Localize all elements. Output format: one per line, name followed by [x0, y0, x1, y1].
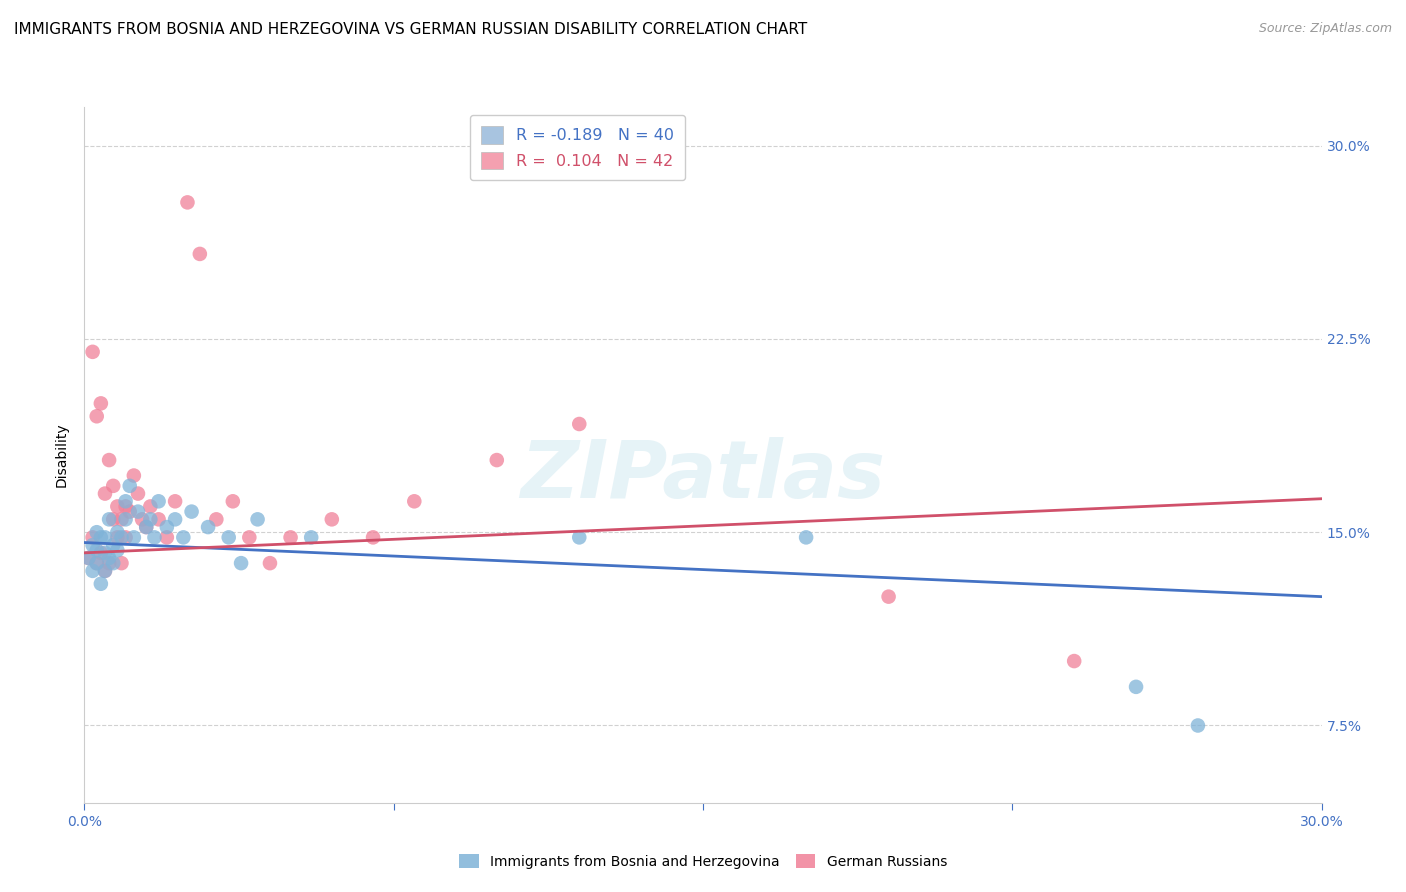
Point	[238, 530, 260, 544]
Point	[218, 530, 240, 544]
Point	[98, 556, 121, 570]
Point	[280, 530, 302, 544]
Point	[86, 556, 108, 570]
Point	[114, 530, 136, 544]
Point	[94, 486, 117, 500]
Point	[90, 530, 112, 544]
Point	[205, 512, 228, 526]
Point	[105, 543, 128, 558]
Point	[90, 396, 112, 410]
Point	[82, 564, 104, 578]
Point	[110, 556, 132, 570]
Point	[103, 479, 125, 493]
Point	[1125, 680, 1147, 694]
Point	[404, 494, 426, 508]
Point	[321, 512, 343, 526]
Legend: Immigrants from Bosnia and Herzegovina, German Russians: Immigrants from Bosnia and Herzegovina, …	[453, 847, 953, 876]
Point	[131, 512, 153, 526]
Point	[127, 486, 149, 500]
Point	[165, 494, 187, 508]
Point	[156, 530, 179, 544]
Point	[1063, 654, 1085, 668]
Point	[568, 530, 591, 544]
Point	[94, 564, 117, 578]
Point	[94, 564, 117, 578]
Point	[82, 530, 104, 544]
Point	[172, 530, 194, 544]
Text: ZIPatlas: ZIPatlas	[520, 437, 886, 515]
Point	[98, 551, 121, 566]
Point	[361, 530, 384, 544]
Point	[156, 520, 179, 534]
Point	[143, 530, 166, 544]
Point	[222, 494, 245, 508]
Point	[90, 576, 112, 591]
Point	[299, 530, 322, 544]
Point	[105, 525, 128, 540]
Point	[197, 520, 219, 534]
Point	[176, 195, 198, 210]
Point	[188, 247, 211, 261]
Point	[86, 525, 108, 540]
Point	[229, 556, 252, 570]
Point	[122, 468, 145, 483]
Text: IMMIGRANTS FROM BOSNIA AND HERZEGOVINA VS GERMAN RUSSIAN DISABILITY CORRELATION : IMMIGRANTS FROM BOSNIA AND HERZEGOVINA V…	[14, 22, 807, 37]
Point	[485, 453, 508, 467]
Point	[77, 551, 100, 566]
Point	[1187, 718, 1209, 732]
Point	[114, 512, 136, 526]
Point	[568, 417, 591, 431]
Point	[139, 500, 162, 514]
Point	[127, 505, 149, 519]
Point	[110, 512, 132, 526]
Point	[105, 530, 128, 544]
Point	[77, 551, 100, 566]
Point	[94, 546, 117, 560]
Point	[165, 512, 187, 526]
Point	[259, 556, 281, 570]
Point	[139, 512, 162, 526]
Point	[794, 530, 817, 544]
Point	[118, 479, 141, 493]
Point	[86, 543, 108, 558]
Point	[82, 538, 104, 552]
Point	[148, 494, 170, 508]
Point	[105, 500, 128, 514]
Point	[135, 520, 157, 534]
Point	[90, 546, 112, 560]
Point	[877, 590, 900, 604]
Point	[118, 505, 141, 519]
Point	[103, 538, 125, 552]
Point	[135, 520, 157, 534]
Point	[103, 512, 125, 526]
Point	[114, 494, 136, 508]
Point	[122, 530, 145, 544]
Point	[94, 530, 117, 544]
Point	[86, 409, 108, 424]
Point	[98, 512, 121, 526]
Point	[98, 453, 121, 467]
Point	[82, 344, 104, 359]
Point	[246, 512, 269, 526]
Point	[86, 556, 108, 570]
Text: Source: ZipAtlas.com: Source: ZipAtlas.com	[1258, 22, 1392, 36]
Point	[103, 556, 125, 570]
Y-axis label: Disability: Disability	[55, 423, 69, 487]
Point	[114, 500, 136, 514]
Point	[148, 512, 170, 526]
Point	[110, 530, 132, 544]
Point	[180, 505, 202, 519]
